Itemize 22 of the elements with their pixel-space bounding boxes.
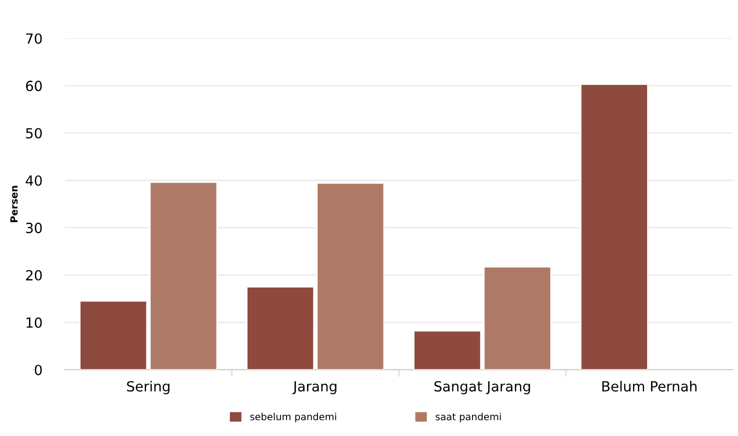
- x-tick-label: Jarang: [292, 381, 336, 394]
- y-axis-title: Persen: [10, 186, 18, 222]
- y-tick-label: 10: [26, 317, 42, 328]
- bar: [246, 286, 314, 370]
- y-tick-label: 20: [26, 270, 42, 281]
- y-tick-label: 30: [26, 222, 42, 234]
- y-tick-label: 0: [34, 364, 42, 376]
- y-tick-label: 70: [26, 33, 42, 44]
- bar: [316, 182, 384, 370]
- x-tick-label: Belum Pernah: [602, 380, 697, 392]
- y-tick-label: 60: [26, 80, 42, 92]
- bar: [580, 84, 648, 370]
- bar: [483, 266, 552, 370]
- legend-label: sebelum pandemi: [250, 412, 336, 422]
- y-tick-label: 50: [26, 128, 42, 139]
- y-tick-label: 40: [26, 175, 42, 186]
- bar: [150, 182, 218, 370]
- bar: [413, 330, 482, 370]
- bar: [79, 300, 148, 370]
- x-tick-label: Sering: [127, 380, 170, 394]
- legend-label: saat pandemi: [436, 412, 501, 422]
- x-tick-label: Sangat Jarang: [434, 381, 530, 394]
